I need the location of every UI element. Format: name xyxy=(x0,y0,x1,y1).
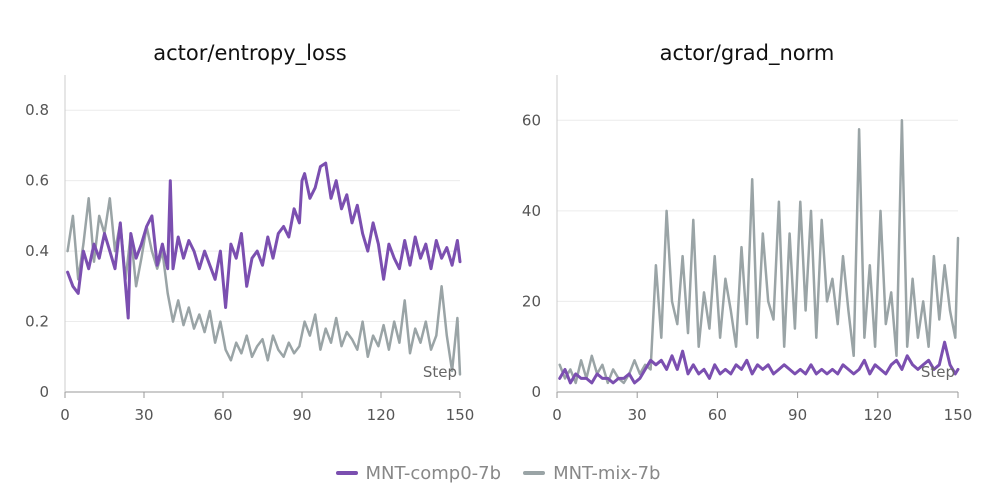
entropy-loss-y-tick-label: 0.8 xyxy=(25,101,49,119)
entropy-loss-x-tick-label: 30 xyxy=(134,406,153,424)
entropy-loss-x-tick-label: 120 xyxy=(367,406,396,424)
grad-norm-series-comp0-line xyxy=(558,340,960,385)
grad-norm-x-tick-label: 120 xyxy=(863,406,892,424)
legend-label-mix: MNT-mix-7b xyxy=(553,462,661,484)
grad-norm-xlabel: Step xyxy=(921,363,955,381)
grad-norm-x-tick-label: 30 xyxy=(628,406,647,424)
legend-item-mix[interactable]: MNT-mix-7b xyxy=(523,463,660,484)
grad-norm-y-tick-label: 60 xyxy=(522,111,541,129)
entropy-loss-panel: actor/entropy_loss 0 0.2 0.4 0.6 0.8 0 30 60 90… xyxy=(25,41,474,424)
entropy-loss-y-tick-label: 0.2 xyxy=(25,313,49,331)
entropy-loss-y-tick-label: 0 xyxy=(39,383,49,401)
legend-swatch-mix xyxy=(523,471,546,475)
grad-norm-title: actor/grad_norm xyxy=(660,41,835,66)
entropy-loss-xlabel: Step xyxy=(423,363,457,381)
entropy-loss-series-comp0-line xyxy=(66,161,462,320)
entropy-loss-x-tick-label: 90 xyxy=(292,406,311,424)
charts-canvas: actor/entropy_loss 0 0.2 0.4 0.6 0.8 0 30 60 90… xyxy=(25,41,972,424)
grad-norm-y-tick-label: 40 xyxy=(522,202,541,220)
grad-norm-x-tick-label: 150 xyxy=(944,406,973,424)
grad-norm-x-tick-label: 0 xyxy=(552,406,562,424)
grad-norm-y-tick-label: 20 xyxy=(522,292,541,310)
legend-swatch-comp0 xyxy=(335,471,358,475)
entropy-loss-x-tick-label: 150 xyxy=(446,406,475,424)
grad-norm-series-mix-line xyxy=(558,119,960,385)
entropy-loss-y-tick-label: 0.6 xyxy=(25,172,49,190)
legend-label-comp0: MNT-comp0-7b xyxy=(365,462,502,484)
entropy-loss-title: actor/entropy_loss xyxy=(153,41,347,66)
grad-norm-y-tick-label: 0 xyxy=(531,383,541,401)
grad-norm-x-tick-label: 90 xyxy=(788,406,807,424)
legend: MNT-comp0-7b MNT-mix-7b xyxy=(0,458,996,488)
entropy-loss-x-tick-label: 60 xyxy=(213,406,232,424)
grad-norm-panel: actor/grad_norm 0 20 40 60 0 30 60 90 120 150 St… xyxy=(522,41,972,424)
legend-item-comp0[interactable]: MNT-comp0-7b xyxy=(335,462,502,484)
grad-norm-x-tick-label: 60 xyxy=(708,406,727,424)
entropy-loss-x-tick-label: 0 xyxy=(60,406,70,424)
entropy-loss-y-tick-label: 0.4 xyxy=(25,242,49,260)
entropy-loss-series-mix-line xyxy=(66,197,462,376)
